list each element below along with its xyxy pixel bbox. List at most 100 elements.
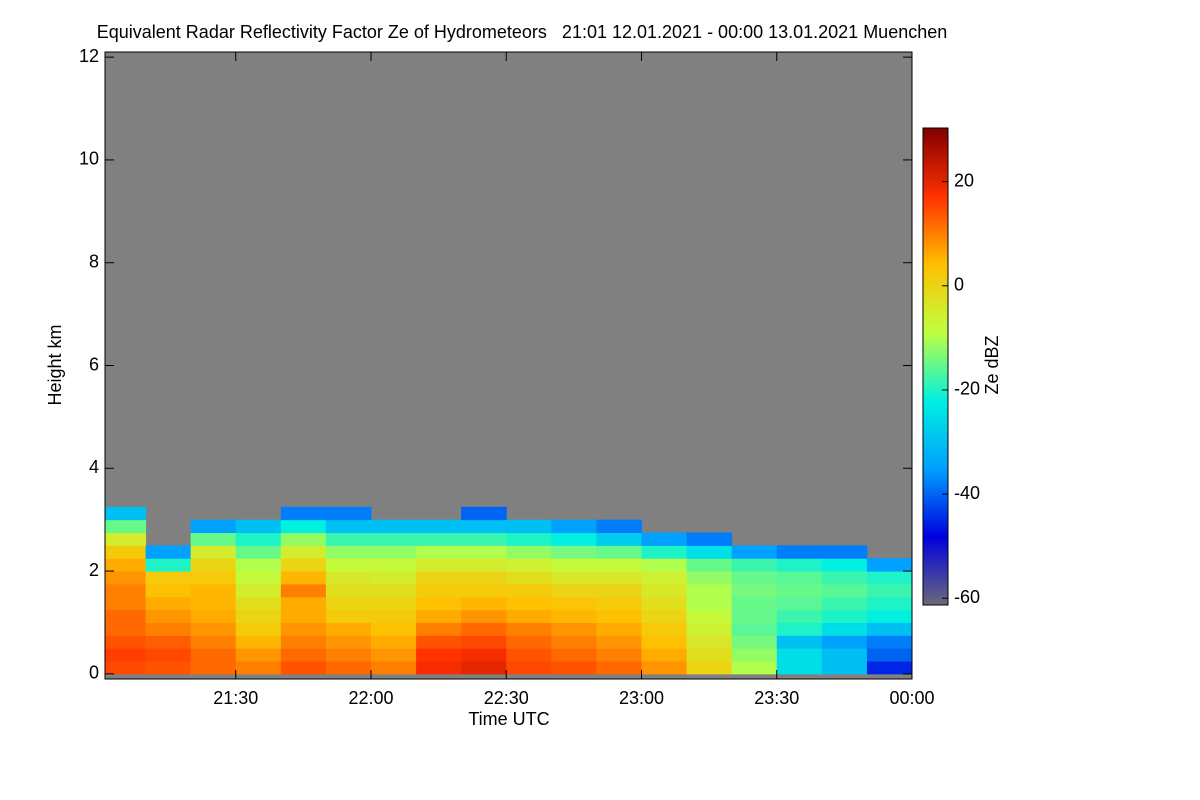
y-tick-label: 6 xyxy=(89,354,99,374)
heatmap-cell xyxy=(145,635,192,649)
heatmap-cell xyxy=(370,583,417,598)
heatmap-cell xyxy=(416,648,462,662)
heatmap-cell xyxy=(280,609,327,623)
heatmap-cell xyxy=(105,519,147,534)
heatmap-cell xyxy=(551,558,597,572)
heatmap-cell xyxy=(866,558,913,572)
heatmap-cell xyxy=(105,532,147,546)
heatmap-cell xyxy=(776,635,823,649)
x-tick-label: 22:00 xyxy=(348,688,393,708)
heatmap-cell xyxy=(105,648,147,662)
heatmap-cell xyxy=(461,648,507,662)
heatmap-cell xyxy=(370,635,417,649)
heatmap-cell xyxy=(145,622,192,636)
heatmap-cell xyxy=(641,635,688,649)
heatmap-cell xyxy=(325,545,372,559)
heatmap-cell xyxy=(506,558,552,572)
heatmap-cell xyxy=(686,596,733,611)
heatmap-cell xyxy=(145,583,192,598)
heatmap-cell xyxy=(866,661,913,675)
heatmap-cell xyxy=(731,545,778,559)
heatmap-cell xyxy=(325,596,372,611)
heatmap-cell xyxy=(190,648,237,662)
y-tick-label: 4 xyxy=(89,457,99,477)
heatmap-cell xyxy=(866,583,913,598)
heatmap-cell xyxy=(596,571,642,585)
heatmap-cell xyxy=(506,532,552,546)
heatmap-cell xyxy=(731,583,778,598)
heatmap-cell xyxy=(551,622,597,636)
heatmap-cell xyxy=(461,661,507,675)
heatmap-cell xyxy=(235,558,282,572)
heatmap-cell xyxy=(596,558,642,572)
colorbar-tick-label: 20 xyxy=(954,170,974,190)
heatmap-cell xyxy=(235,661,282,675)
heatmap-cell xyxy=(190,545,237,559)
heatmap-cell xyxy=(235,583,282,598)
heatmap-cell xyxy=(731,622,778,636)
heatmap-cell xyxy=(461,519,507,534)
heatmap-cell xyxy=(370,519,417,534)
x-tick-label: 00:00 xyxy=(889,688,934,708)
heatmap-cell xyxy=(325,583,372,598)
y-tick-label: 0 xyxy=(89,663,99,683)
heatmap-cell xyxy=(506,596,552,611)
heatmap-cell xyxy=(506,571,552,585)
heatmap-cell xyxy=(506,519,552,534)
heatmap-cell xyxy=(416,596,462,611)
heatmap-cell xyxy=(551,609,597,623)
heatmap-cell xyxy=(596,532,642,546)
heatmap-cell xyxy=(190,532,237,546)
heatmap-cell xyxy=(370,609,417,623)
heatmap-cell xyxy=(105,571,147,585)
heatmap-cell xyxy=(280,635,327,649)
heatmap-cell xyxy=(821,571,868,585)
heatmap-cell xyxy=(280,583,327,598)
heatmap-cell xyxy=(596,622,642,636)
heatmap-cell xyxy=(731,596,778,611)
y-axis-label: Height km xyxy=(45,324,65,405)
heatmap-cell xyxy=(370,648,417,662)
heatmap-cell xyxy=(506,583,552,598)
colorbar-label: Ze dBZ xyxy=(982,335,1002,394)
y-tick-label: 12 xyxy=(79,46,99,66)
heatmap-cell xyxy=(641,545,688,559)
heatmap-cell xyxy=(551,583,597,598)
heatmap-cell xyxy=(641,558,688,572)
heatmap-cell xyxy=(325,609,372,623)
heatmap-cell xyxy=(731,571,778,585)
heatmap-cell xyxy=(641,609,688,623)
heatmap-cell xyxy=(821,558,868,572)
heatmap-cell xyxy=(596,596,642,611)
heatmap-cell xyxy=(190,622,237,636)
heatmap-cell xyxy=(416,609,462,623)
heatmap-cell xyxy=(105,558,147,572)
heatmap-cell xyxy=(551,596,597,611)
heatmap-cell xyxy=(325,622,372,636)
heatmap-cell xyxy=(325,519,372,534)
heatmap-cell xyxy=(641,622,688,636)
heatmap-cell xyxy=(686,661,733,675)
heatmap-cell xyxy=(325,558,372,572)
heatmap-cell xyxy=(731,558,778,572)
heatmap-cell xyxy=(821,596,868,611)
heatmap-cell xyxy=(821,661,868,675)
x-tick-label: 22:30 xyxy=(484,688,529,708)
heatmap-cell xyxy=(551,661,597,675)
heatmap-cell xyxy=(866,609,913,623)
heatmap-cell xyxy=(190,519,237,534)
heatmap-cell xyxy=(686,635,733,649)
heatmap-cell xyxy=(506,635,552,649)
heatmap-cell xyxy=(686,648,733,662)
heatmap-cell xyxy=(105,609,147,623)
heatmap-cell xyxy=(105,635,147,649)
heatmap-cell xyxy=(235,648,282,662)
colorbar xyxy=(922,127,949,606)
heatmap-cell xyxy=(235,571,282,585)
heatmap-cell xyxy=(235,609,282,623)
heatmap-cell xyxy=(596,545,642,559)
heatmap-cell xyxy=(506,661,552,675)
heatmap-cell xyxy=(686,583,733,598)
heatmap-cell xyxy=(370,558,417,572)
